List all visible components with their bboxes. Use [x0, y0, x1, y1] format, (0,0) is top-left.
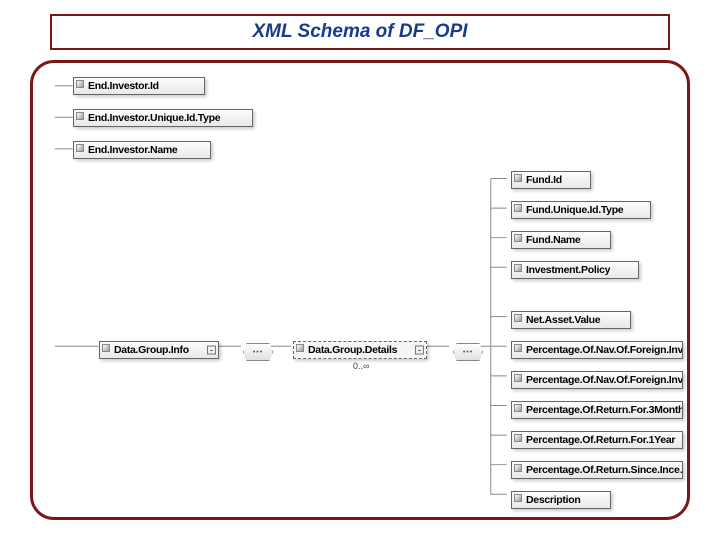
expand-icon[interactable]: -	[207, 346, 216, 355]
node-pct-nav-foreign-1: Percentage.Of.Nav.Of.Foreign.Inv…	[511, 341, 683, 359]
node-data-group-details: Data.Group.Details -	[293, 341, 427, 359]
node-description: Description	[511, 491, 611, 509]
node-pct-return-3m: Percentage.Of.Return.For.3Months	[511, 401, 683, 419]
schema-panel: End.Investor.Id End.Investor.Unique.Id.T…	[30, 60, 690, 520]
title-bar: XML Schema of DF_OPI	[50, 14, 670, 50]
node-end-investor-unique-id-type: End.Investor.Unique.Id.Type	[73, 109, 253, 127]
node-pct-nav-foreign-2: Percentage.Of.Nav.Of.Foreign.Inv…	[511, 371, 683, 389]
node-end-investor-name: End.Investor.Name	[73, 141, 211, 159]
node-pct-return-inception: Percentage.Of.Return.Since.Ince…	[511, 461, 683, 479]
node-fund-unique-id-type: Fund.Unique.Id.Type	[511, 201, 651, 219]
node-end-investor-id: End.Investor.Id	[73, 77, 205, 95]
cardinality-label: 0..∞	[353, 361, 369, 371]
node-investment-policy: Investment.Policy	[511, 261, 639, 279]
expand-icon[interactable]: -	[415, 346, 424, 355]
node-pct-return-1y: Percentage.Of.Return.For.1Year	[511, 431, 683, 449]
node-net-asset-value: Net.Asset.Value	[511, 311, 631, 329]
node-fund-name: Fund.Name	[511, 231, 611, 249]
page-title: XML Schema of DF_OPI	[252, 21, 467, 43]
sequence-connector: •••	[243, 343, 273, 361]
sequence-connector: •••	[453, 343, 483, 361]
node-fund-id: Fund.Id	[511, 171, 591, 189]
node-data-group-info: Data.Group.Info -	[99, 341, 219, 359]
